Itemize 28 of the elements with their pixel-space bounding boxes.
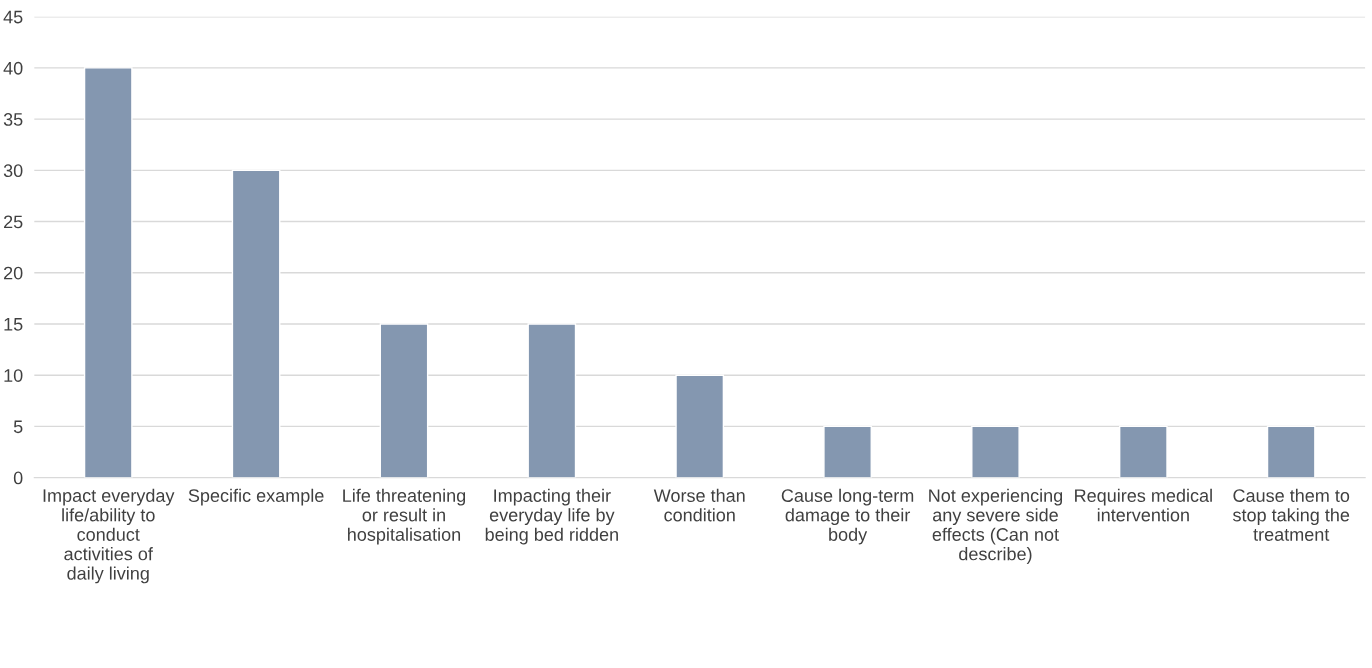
x-tick-label: Impacting their everyday life by being bed ridden: [485, 488, 618, 545]
x-tick-label: Not experiencing any severe side effects (Can not describe): [929, 488, 1063, 564]
y-tick-label: 45: [3, 10, 23, 24]
x-tick-label: Impact everyday life/ability to conduct activities of daily living: [43, 488, 175, 584]
x-tick-label: Worse than condition: [653, 488, 745, 522]
bar: [1118, 425, 1168, 478]
y-tick-label: 20: [4, 266, 23, 280]
bar: [971, 425, 1020, 478]
bar: [527, 323, 577, 478]
bar: [231, 169, 281, 478]
y-tick-label: 5: [13, 420, 23, 434]
bar: [379, 323, 429, 478]
y-tick-label: 25: [4, 215, 23, 229]
y-tick-label: 40: [3, 61, 23, 75]
bar: [823, 425, 872, 478]
x-tick-label: Cause them to stop taking the treatment: [1232, 488, 1350, 541]
y-tick-label: 10: [4, 369, 23, 382]
y-tick-label: 0: [13, 471, 23, 485]
x-tick-label: Life threatening or result in hospitalisation: [343, 488, 466, 545]
x-tick-label: Specific example: [188, 488, 324, 506]
y-tick-label: 35: [3, 113, 23, 126]
bar: [675, 374, 725, 478]
y-tick-label: 15: [4, 318, 23, 331]
bar: [83, 67, 133, 478]
y-tick-label: 30: [3, 164, 23, 178]
x-tick-label: Requires medical intervention: [1075, 488, 1212, 522]
bar: [1266, 425, 1316, 478]
x-tick-label: Cause long-term damage to their body: [781, 488, 914, 545]
